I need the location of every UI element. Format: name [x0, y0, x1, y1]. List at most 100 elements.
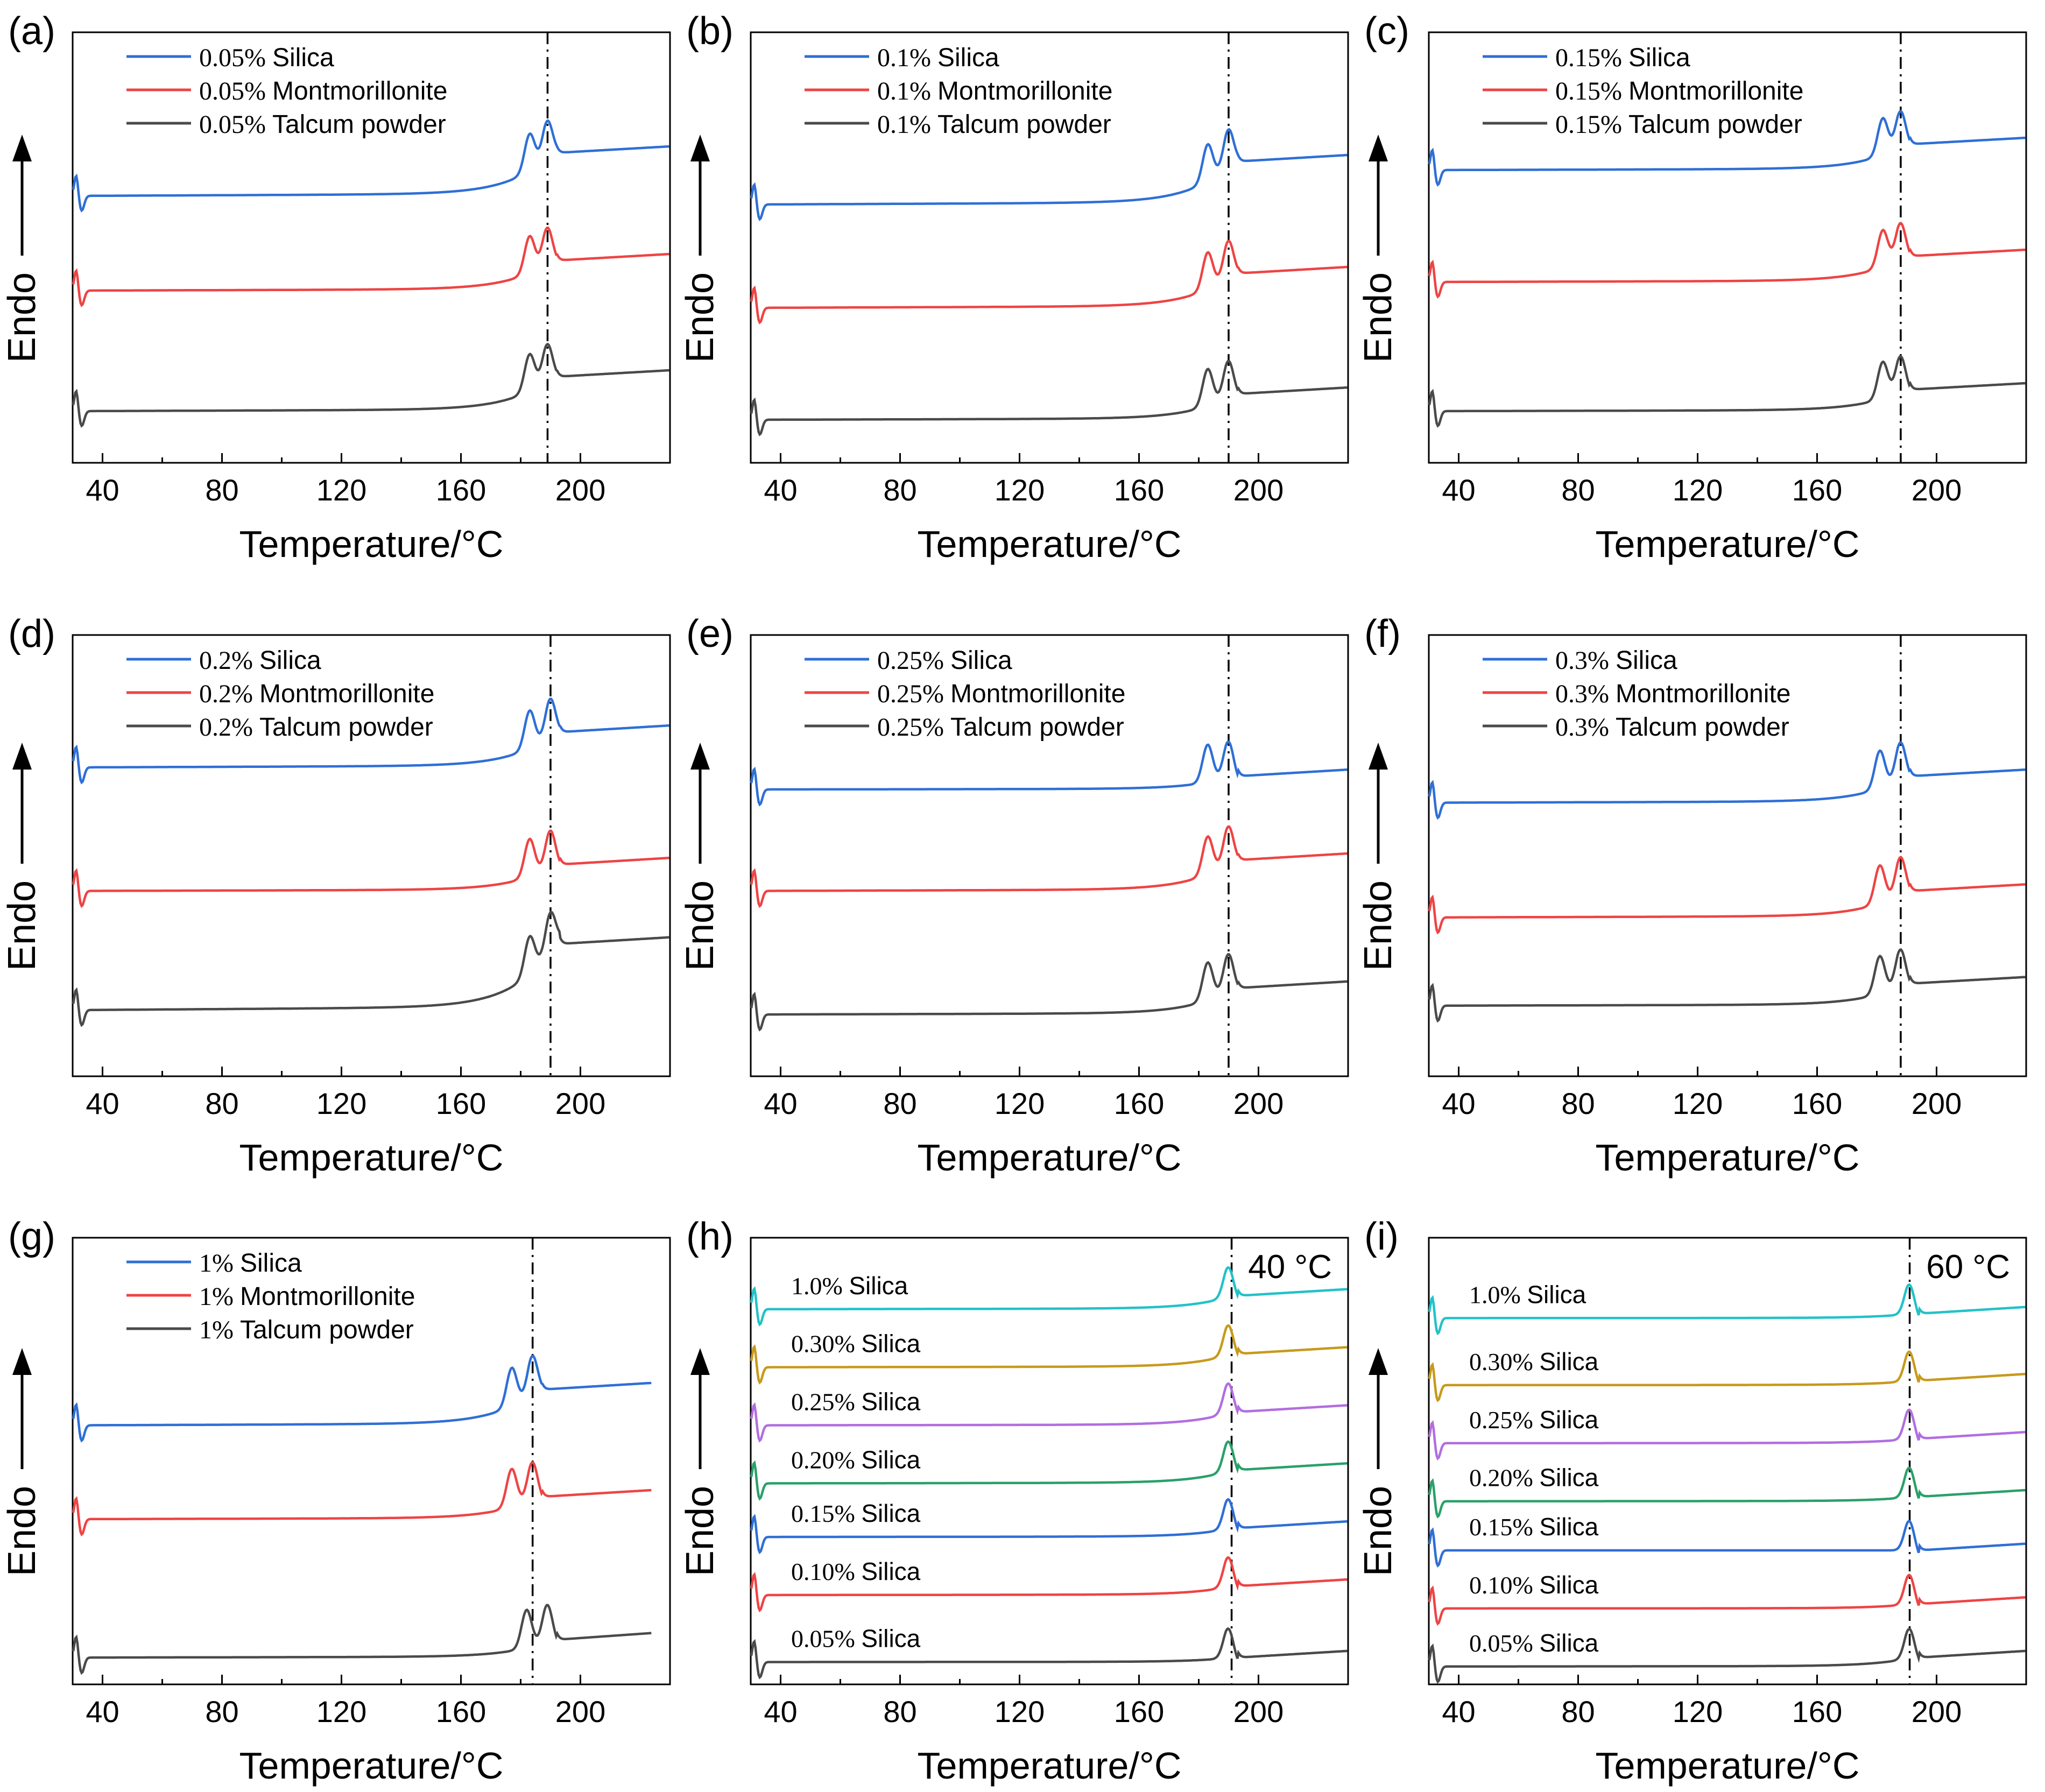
- x-tick-label: 120: [1673, 1087, 1723, 1120]
- x-tick-label: 160: [436, 1087, 486, 1120]
- y-axis-arrow-icon: [690, 135, 710, 161]
- series-line: [1428, 1466, 2026, 1519]
- series-line: [72, 342, 669, 428]
- series-label: 0.05% Silica: [1469, 1629, 1599, 1657]
- x-tick-label: 160: [1114, 1087, 1164, 1120]
- series-line: [72, 1604, 652, 1675]
- chart-panel-5: 40 80 120 160 200 Temperature/°C Endo (f) 0.3% S…: [1357, 612, 2027, 1179]
- x-tick-label: 80: [205, 473, 238, 507]
- series-line: [750, 740, 1348, 807]
- legend-entry: 0.1% Talcum powder: [877, 110, 1111, 139]
- legend-entry: 0.15% Talcum powder: [1555, 110, 1802, 139]
- series-label: 0.25% Silica: [1469, 1406, 1599, 1434]
- x-tick-label: 200: [555, 1087, 605, 1120]
- series-label: 0.30% Silica: [1469, 1347, 1599, 1375]
- panel-label: (c): [1364, 10, 1409, 53]
- plot-frame: [750, 1237, 1349, 1685]
- series-line: [1428, 355, 2026, 428]
- chart-panel-1: 40 80 120 160 200 Temperature/°C Endo (b) 0.1% S…: [679, 10, 1349, 565]
- chart-panel-8: 40 80 120 160 200 Temperature/°C Endo (i) 1.0% S…: [1357, 1215, 2027, 1787]
- panel-label: (b): [686, 10, 734, 53]
- series-line: [1428, 1627, 2026, 1684]
- x-tick-label: 200: [1912, 1087, 1962, 1120]
- x-tick-label: 40: [1442, 1695, 1475, 1728]
- x-tick-label: 200: [1233, 473, 1284, 507]
- x-tick-label: 120: [995, 1695, 1045, 1728]
- y-axis-arrow-icon: [12, 135, 32, 161]
- legend-entry: 0.3% Montmorillonite: [1555, 680, 1790, 708]
- x-axis-label: Temperature/°C: [239, 523, 504, 565]
- series-line: [1428, 1283, 2026, 1336]
- x-tick-label: 160: [436, 473, 486, 507]
- x-tick-label: 120: [316, 473, 366, 507]
- panel-label: (e): [686, 612, 734, 655]
- x-axis-label: Temperature/°C: [1596, 523, 1860, 565]
- x-axis-label: Temperature/°C: [239, 1745, 504, 1787]
- panel-label: (f): [1364, 612, 1401, 655]
- x-axis-label: Temperature/°C: [1596, 1137, 1860, 1179]
- legend-entry: 0.15% Silica: [1555, 44, 1690, 72]
- series-line: [72, 1354, 652, 1443]
- x-tick-label: 160: [436, 1695, 486, 1728]
- series-label: 0.05% Silica: [791, 1625, 921, 1653]
- legend-entry: 0.15% Montmorillonite: [1555, 77, 1803, 105]
- y-axis-arrow-icon: [1369, 1348, 1388, 1375]
- x-tick-label: 160: [1114, 1695, 1164, 1728]
- legend-entry: 0.3% Silica: [1555, 646, 1677, 675]
- x-tick-label: 40: [764, 1695, 797, 1728]
- x-tick-label: 200: [1233, 1695, 1284, 1728]
- y-axis-arrow-icon: [690, 743, 710, 770]
- chart-panel-6: 40 80 120 160 200 Temperature/°C Endo (g) 1% Sil…: [1, 1215, 671, 1787]
- series-line: [72, 119, 669, 213]
- series-line: [1428, 109, 2026, 187]
- y-axis-label: Endo: [1357, 1486, 1400, 1576]
- x-tick-label: 160: [1792, 1695, 1842, 1728]
- x-tick-label: 80: [1561, 1695, 1595, 1728]
- panel-label: (d): [8, 612, 55, 655]
- panel-label: (g): [8, 1215, 55, 1258]
- plot-frame: [72, 1237, 671, 1685]
- x-axis-label: Temperature/°C: [918, 1745, 1182, 1787]
- x-tick-label: 120: [995, 1087, 1045, 1120]
- x-tick-label: 200: [1912, 473, 1962, 507]
- series-label: 0.30% Silica: [791, 1330, 921, 1358]
- series-line: [750, 239, 1348, 324]
- x-tick-label: 40: [764, 1087, 797, 1120]
- series-line: [1428, 1408, 2026, 1461]
- series-line: [1428, 1574, 2026, 1626]
- legend-entry: 0.1% Montmorillonite: [877, 77, 1112, 105]
- x-tick-label: 40: [86, 473, 119, 507]
- x-axis-label: Temperature/°C: [918, 1137, 1182, 1179]
- panel-label: (h): [686, 1215, 734, 1258]
- series-line: [1428, 948, 2026, 1023]
- x-tick-label: 120: [316, 1695, 366, 1728]
- panel-label: (i): [1364, 1215, 1399, 1258]
- y-axis-label: Endo: [1, 272, 44, 363]
- x-tick-label: 40: [1442, 473, 1475, 507]
- legend-entry: 0.2% Montmorillonite: [199, 680, 434, 708]
- series-line: [750, 1440, 1348, 1501]
- x-tick-label: 120: [316, 1087, 366, 1120]
- series-line: [750, 1627, 1348, 1680]
- x-tick-label: 40: [86, 1087, 119, 1120]
- x-tick-label: 200: [555, 1695, 605, 1728]
- x-tick-label: 40: [764, 473, 797, 507]
- x-tick-label: 160: [1114, 473, 1164, 507]
- series-line: [750, 1498, 1348, 1555]
- legend-entry: 0.25% Silica: [877, 646, 1012, 675]
- y-axis-label: Endo: [679, 272, 722, 363]
- x-tick-label: 160: [1792, 1087, 1842, 1120]
- x-tick-label: 80: [883, 1087, 916, 1120]
- legend-entry: 0.2% Talcum powder: [199, 713, 433, 742]
- series-line: [750, 128, 1348, 221]
- series-line: [1428, 1520, 2026, 1568]
- x-tick-label: 120: [1673, 473, 1723, 507]
- temperature-annotation: 60 °C: [1926, 1248, 2010, 1286]
- y-axis-label: Endo: [1357, 880, 1400, 971]
- x-tick-label: 80: [883, 473, 916, 507]
- y-axis-label: Endo: [1, 880, 44, 971]
- y-axis-label: Endo: [679, 1486, 722, 1576]
- y-axis-label: Endo: [679, 880, 722, 971]
- series-line: [750, 1556, 1348, 1613]
